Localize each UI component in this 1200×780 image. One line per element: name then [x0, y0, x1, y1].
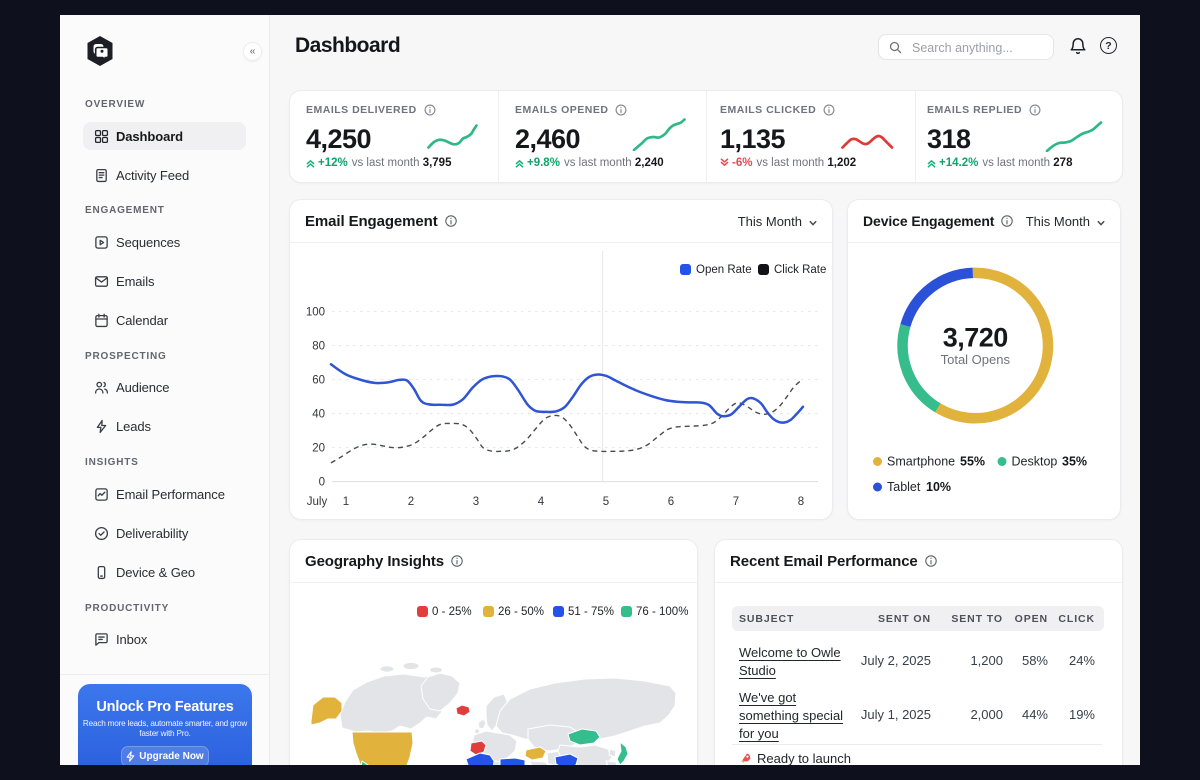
- svg-text:2: 2: [408, 496, 414, 508]
- svg-text:40: 40: [312, 409, 325, 421]
- svg-text:1: 1: [343, 496, 349, 508]
- svg-text:Smartphone: Smartphone: [887, 455, 955, 469]
- svg-text:35%: 35%: [1062, 455, 1087, 469]
- svg-text:5: 5: [603, 496, 609, 508]
- svg-text:3: 3: [473, 496, 479, 508]
- svg-text:80: 80: [312, 341, 325, 353]
- svg-text:July: July: [307, 496, 328, 508]
- svg-text:10%: 10%: [926, 480, 951, 494]
- svg-text:55%: 55%: [960, 455, 985, 469]
- svg-text:100: 100: [306, 307, 325, 319]
- svg-text:4: 4: [538, 496, 545, 508]
- svg-text:Desktop: Desktop: [1012, 455, 1058, 469]
- svg-text:7: 7: [733, 496, 739, 508]
- svg-text:20: 20: [312, 443, 325, 455]
- svg-text:3,720: 3,720: [943, 323, 1008, 353]
- svg-text:Total Opens: Total Opens: [941, 352, 1011, 367]
- svg-text:8: 8: [798, 496, 804, 508]
- svg-text:0: 0: [319, 477, 325, 489]
- svg-text:Tablet: Tablet: [887, 480, 921, 494]
- svg-text:60: 60: [312, 375, 325, 387]
- svg-text:6: 6: [668, 496, 674, 508]
